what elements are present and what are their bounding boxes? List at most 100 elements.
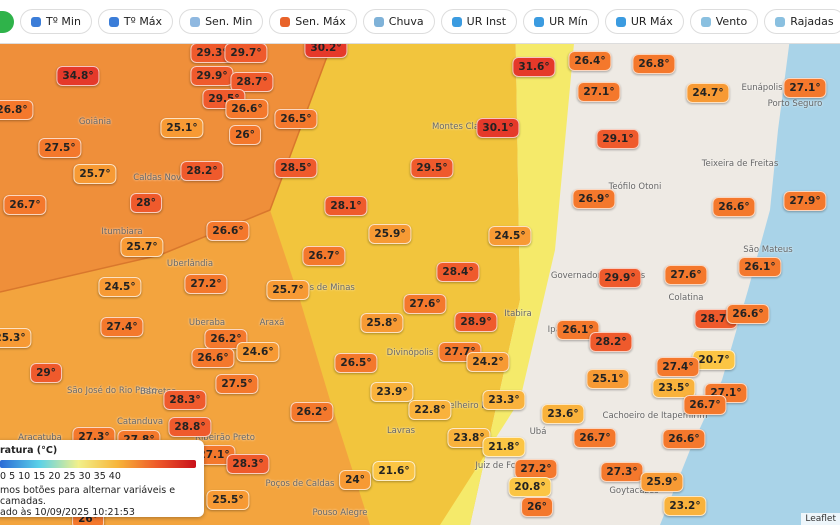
place-label: Ubá: [529, 427, 547, 437]
temperature-marker[interactable]: 26°: [229, 125, 261, 145]
temperature-marker[interactable]: 28.2°: [589, 332, 633, 352]
temperature-marker[interactable]: 27.6°: [664, 265, 708, 285]
temperature-marker[interactable]: 25.7°: [120, 237, 164, 257]
toolbar-button[interactable]: Vento: [689, 9, 759, 34]
button-label: UR Máx: [630, 15, 673, 28]
temperature-marker[interactable]: 21.8°: [482, 437, 526, 457]
temperature-marker[interactable]: 26.8°: [0, 100, 34, 120]
toolbar-button[interactable]: Sen. Min: [179, 9, 264, 34]
toolbar-button[interactable]: UR Inst: [440, 9, 518, 34]
temperature-marker[interactable]: 26.1°: [738, 257, 782, 277]
temperature-marker[interactable]: 29°: [30, 363, 62, 383]
toolbar-button[interactable]: Tº Máx: [97, 9, 174, 34]
temperature-marker[interactable]: 28.1°: [324, 196, 368, 216]
temperature-marker[interactable]: 25.1°: [160, 118, 204, 138]
temperature-marker[interactable]: 24.7°: [686, 83, 730, 103]
temperature-marker[interactable]: 28°: [130, 193, 162, 213]
temperature-marker[interactable]: 29.5°: [410, 158, 454, 178]
temperature-marker[interactable]: 26.9°: [572, 189, 616, 209]
temperature-marker[interactable]: 26.7°: [3, 195, 47, 215]
temperature-marker[interactable]: 28.7°: [230, 72, 274, 92]
temperature-marker[interactable]: 23.5°: [652, 378, 696, 398]
temperature-marker[interactable]: 26.6°: [712, 197, 756, 217]
temperature-marker[interactable]: 26.7°: [302, 246, 346, 266]
button-label: Sen. Máx: [295, 15, 346, 28]
temperature-marker[interactable]: 27.2°: [514, 459, 558, 479]
temperature-marker[interactable]: 23.9°: [370, 382, 414, 402]
temperature-marker[interactable]: 25.9°: [368, 224, 412, 244]
temperature-marker[interactable]: 24.6°: [236, 342, 280, 362]
attribution[interactable]: Leaflet: [801, 513, 840, 525]
temperature-marker[interactable]: 24.2°: [466, 352, 510, 372]
toolbar-button[interactable]: Tº Min: [20, 9, 92, 34]
temperature-marker[interactable]: 28.2°: [180, 161, 224, 181]
temperature-marker[interactable]: 28.8°: [168, 417, 212, 437]
temperature-marker[interactable]: 28.5°: [274, 158, 318, 178]
temperature-marker[interactable]: 27.4°: [656, 357, 700, 377]
temperature-marker[interactable]: 26.6°: [191, 348, 235, 368]
temperature-marker[interactable]: 26.5°: [274, 109, 318, 129]
temperature-marker[interactable]: 26.6°: [206, 221, 250, 241]
temperature-marker[interactable]: 27.1°: [577, 82, 621, 102]
temperature-marker[interactable]: 29.7°: [224, 43, 268, 63]
place-label: Teófilo Otoni: [608, 182, 662, 192]
temperature-marker[interactable]: 22.8°: [408, 400, 452, 420]
temperature-marker[interactable]: 28.9°: [454, 312, 498, 332]
temperature-marker[interactable]: 27.1°: [783, 78, 827, 98]
button-icon: [775, 16, 786, 27]
temperature-marker[interactable]: 25.7°: [73, 164, 117, 184]
temperature-marker[interactable]: 26.7°: [573, 428, 617, 448]
temperature-marker[interactable]: 26.2°: [290, 402, 334, 422]
temperature-marker[interactable]: 28.4°: [436, 262, 480, 282]
place-label: Montes Claros: [431, 122, 493, 132]
temperature-marker[interactable]: 27.5°: [38, 138, 82, 158]
temperature-marker[interactable]: 27.6°: [403, 294, 447, 314]
temperature-marker[interactable]: 25.1°: [586, 369, 630, 389]
toolbar-button[interactable]: UR Mín: [523, 9, 599, 34]
temperature-marker[interactable]: 30.1°: [476, 118, 520, 138]
button-label: Rajadas: [790, 15, 834, 28]
temperature-marker[interactable]: 27.2°: [184, 274, 228, 294]
temperature-marker[interactable]: 23.8°: [447, 428, 491, 448]
place-label: Cachoeiro de Itapemirim: [602, 411, 708, 421]
temperature-marker[interactable]: 26.5°: [334, 353, 378, 373]
temperature-marker[interactable]: 26°: [521, 497, 553, 517]
toolbar-button[interactable]: Sen. Máx: [269, 9, 357, 34]
toolbar-button[interactable]: Rajadas: [764, 9, 840, 34]
temperature-marker[interactable]: 23.6°: [541, 404, 585, 424]
temperature-marker[interactable]: 26.4°: [568, 51, 612, 71]
temperature-marker[interactable]: 25.9°: [640, 472, 684, 492]
place-label: Eunápolis: [741, 83, 783, 93]
temperature-marker[interactable]: 31.6°: [512, 57, 556, 77]
toolbar-button[interactable]: UR Máx: [604, 9, 684, 34]
toolbar-button[interactable]: Chuva: [362, 9, 435, 34]
temperature-marker[interactable]: 24.5°: [98, 277, 142, 297]
temperature-marker[interactable]: 25.7°: [266, 280, 310, 300]
temperature-marker[interactable]: 23.2°: [663, 496, 707, 516]
temperature-marker[interactable]: 34.8°: [56, 66, 100, 86]
temperature-marker[interactable]: 29.9°: [190, 66, 234, 86]
temperature-marker[interactable]: 24°: [339, 470, 371, 490]
temperature-marker[interactable]: 26.6°: [225, 99, 269, 119]
temperature-marker[interactable]: 24.5°: [488, 226, 532, 246]
temperature-marker[interactable]: 29.1°: [596, 129, 640, 149]
temperature-marker[interactable]: 20.8°: [508, 477, 552, 497]
temperature-marker[interactable]: 23.3°: [482, 390, 526, 410]
temperature-marker[interactable]: 29.9°: [598, 268, 642, 288]
temperature-marker[interactable]: 25.8°: [360, 313, 404, 333]
temperature-marker[interactable]: 27.9°: [783, 191, 827, 211]
temperature-marker[interactable]: 20.7°: [692, 350, 736, 370]
temperature-marker[interactable]: 28.3°: [226, 454, 270, 474]
temperature-marker[interactable]: 28.3°: [163, 390, 207, 410]
temperature-marker[interactable]: 27.5°: [215, 374, 259, 394]
temperature-marker[interactable]: 27.4°: [100, 317, 144, 337]
temperature-marker[interactable]: 26.1°: [556, 320, 600, 340]
temperature-marker[interactable]: 25.3°: [0, 328, 32, 348]
temperature-marker[interactable]: 25.5°: [206, 490, 250, 510]
temperature-marker[interactable]: 21.6°: [372, 461, 416, 481]
temperature-marker[interactable]: 26.7°: [683, 395, 727, 415]
temperature-marker[interactable]: 26.6°: [726, 304, 770, 324]
temperature-marker[interactable]: 27.3°: [600, 462, 644, 482]
temperature-marker[interactable]: 26.8°: [632, 54, 676, 74]
temperature-marker[interactable]: 26.6°: [662, 429, 706, 449]
